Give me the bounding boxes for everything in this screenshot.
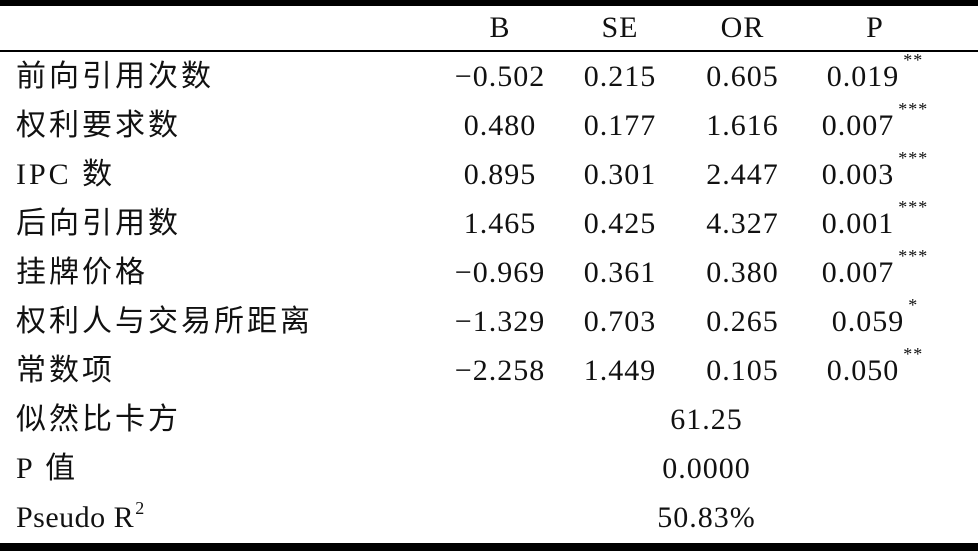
p-value: 0.001	[821, 206, 895, 240]
cell-b: 1.465	[463, 206, 537, 240]
row-label: 前向引用次数	[16, 59, 214, 93]
p-value: 0.007	[821, 108, 895, 142]
cell-b: −0.969	[454, 255, 546, 289]
cell-b: −2.258	[454, 354, 546, 388]
cell-p: 0.003 ***	[810, 149, 978, 191]
cell-or: 1.616	[706, 108, 779, 142]
header-col-b: B	[489, 11, 511, 44]
summary-value: 50.83%	[657, 501, 756, 535]
table-row: 权利要求数 0.480 0.177 1.616 0.007 ***	[0, 100, 978, 150]
header-col-p: P	[866, 11, 884, 44]
table-row: 权利人与交易所距离 −1.329 0.703 0.265 0.059 *	[0, 296, 978, 346]
table-row: 挂牌价格 −0.969 0.361 0.380 0.007 ***	[0, 247, 978, 297]
row-label: 挂牌价格	[16, 255, 148, 289]
header-col-se: SE	[601, 11, 639, 44]
summary-row-pseudo-r2: Pseudo R2 50.83%	[0, 494, 978, 543]
summary-row-lr-chi2: 似然比卡方 61.25	[0, 396, 978, 445]
pseudo-r-label: Pseudo R	[16, 501, 135, 535]
cell-b: 0.480	[463, 108, 537, 142]
cell-p: 0.007 ***	[810, 100, 978, 142]
significance-stars: *	[908, 295, 919, 316]
significance-stars: ***	[898, 98, 929, 119]
row-label: 权利人与交易所距离	[16, 305, 313, 339]
pseudo-r-exponent: 2	[135, 498, 145, 519]
cell-se: 0.703	[583, 305, 657, 339]
summary-value: 61.25	[670, 403, 743, 437]
cell-p: 0.007 ***	[810, 247, 978, 289]
cell-p: 0.001 ***	[810, 198, 978, 240]
row-label: 常数项	[16, 354, 115, 388]
header-col-or: OR	[720, 11, 765, 44]
cell-se: 0.215	[583, 59, 657, 93]
significance-stars: ***	[898, 245, 929, 266]
significance-stars: **	[903, 49, 924, 70]
table-row: 后向引用数 1.465 0.425 4.327 0.001 ***	[0, 198, 978, 248]
cell-p: 0.059 *	[810, 296, 978, 339]
p-value: 0.003	[821, 157, 895, 191]
row-label: 后向引用数	[16, 206, 181, 240]
p-value: 0.059	[831, 305, 905, 339]
cell-or: 0.265	[706, 305, 779, 339]
summary-row-p-value: P 值 0.0000	[0, 445, 978, 494]
cell-or: 2.447	[706, 157, 779, 191]
cell-b: 0.895	[463, 157, 537, 191]
cell-p: 0.050 **	[810, 345, 978, 388]
cell-or: 4.327	[706, 206, 779, 240]
table-row: 常数项 −2.258 1.449 0.105 0.050 **	[0, 345, 978, 396]
summary-value: 0.0000	[662, 452, 751, 486]
table-header-row: B SE OR P	[0, 6, 978, 52]
cell-or: 0.105	[706, 354, 779, 388]
row-label: Pseudo R2	[0, 499, 435, 535]
cell-or: 0.380	[706, 255, 779, 289]
cell-se: 1.449	[583, 354, 657, 388]
row-label: 似然比卡方	[16, 403, 181, 437]
p-value: 0.050	[826, 354, 900, 388]
table-row: 前向引用次数 −0.502 0.215 0.605 0.019 **	[0, 51, 978, 101]
row-label: 权利要求数	[16, 108, 181, 142]
significance-stars: **	[903, 344, 924, 365]
cell-se: 0.177	[583, 108, 657, 142]
significance-stars: ***	[898, 196, 929, 217]
row-label: P 值	[16, 452, 79, 486]
cell-se: 0.425	[583, 206, 657, 240]
p-value: 0.007	[821, 255, 895, 289]
cell-se: 0.301	[583, 157, 657, 191]
cell-or: 0.605	[706, 59, 779, 93]
row-label: IPC 数	[16, 157, 116, 191]
cell-b: −1.329	[454, 305, 546, 339]
significance-stars: ***	[898, 147, 929, 168]
p-value: 0.019	[826, 59, 900, 93]
cell-p: 0.019 **	[810, 51, 978, 93]
table-row: IPC 数 0.895 0.301 2.447 0.003 ***	[0, 149, 978, 199]
cell-se: 0.361	[583, 255, 657, 289]
cell-b: −0.502	[454, 59, 546, 93]
